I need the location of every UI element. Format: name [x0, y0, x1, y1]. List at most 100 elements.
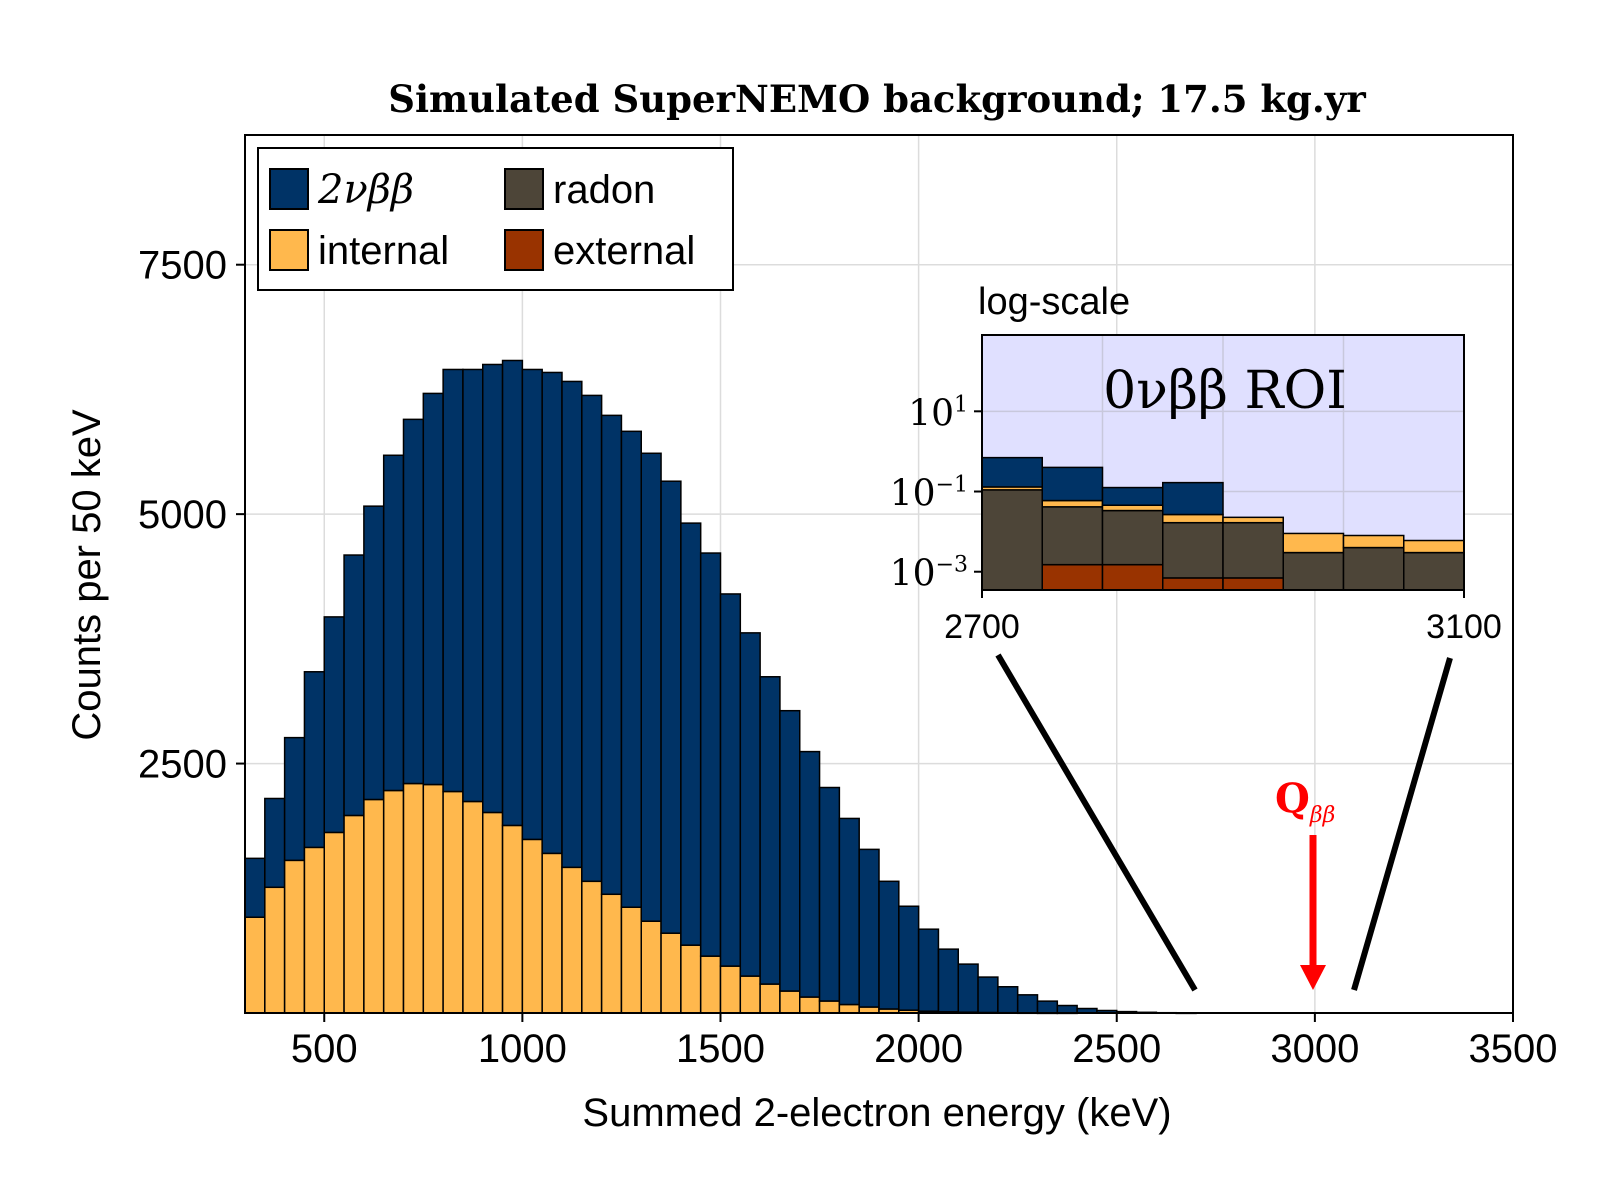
legend-label-external: external	[553, 229, 695, 273]
legend: 2νββ radon internal external	[257, 147, 734, 291]
inset-bar-radon-2700	[981, 489, 1043, 591]
inset-frame	[981, 334, 1465, 591]
bar-2νββ-1250	[620, 430, 642, 908]
inset-bar-internal-3050	[1403, 539, 1465, 554]
bar-2νββ-2150	[977, 976, 999, 1014]
bar-internal-800	[442, 790, 464, 1014]
legend-swatch-external	[504, 229, 544, 271]
inset-bar-internal-2950	[1282, 532, 1345, 554]
bar-2νββ-2250	[1016, 994, 1039, 1014]
bar-internal-700	[402, 782, 425, 1014]
inset-bar-internal-2900	[1222, 516, 1284, 524]
bar-internal-350	[264, 886, 286, 1014]
bar-2νββ-1800	[838, 817, 860, 1006]
chart-title: Simulated SuperNEMO background; 17.5 kg.…	[388, 77, 1366, 121]
bar-internal-1250	[620, 906, 642, 1014]
inset-bar-external-2850	[1162, 577, 1224, 591]
inset-bar-radon-2900	[1222, 521, 1284, 579]
bar-internal-1100	[561, 866, 583, 1014]
bar-2νββ-650	[382, 454, 405, 792]
inset-chart: log-scale 0νββ ROI 101 10−1 10−3 2700 3100	[890, 281, 1502, 646]
inset-bar-radon-2750	[1041, 506, 1104, 566]
bar-internal-1300	[640, 920, 662, 1014]
bar-2νββ-2050	[937, 948, 959, 1013]
bar-2νββ-2300	[1036, 1000, 1059, 1014]
bar-2νββ-1850	[858, 848, 880, 1008]
bar-2νββ-1950	[898, 905, 920, 1011]
bar-2νββ-1350	[660, 480, 682, 934]
inset-bar-external-2900	[1222, 577, 1284, 591]
y-tick-label-5000: 5000	[138, 493, 227, 537]
bar-internal-1600	[759, 983, 781, 1014]
bar-2νββ-800	[442, 368, 464, 793]
inset-bars	[981, 456, 1465, 591]
inset-bar-external-2750	[1041, 563, 1104, 591]
bar-2νββ-1550	[739, 632, 761, 977]
bar-2νββ-1050	[541, 371, 563, 855]
q-bb-label: Qββ	[1275, 775, 1335, 828]
bar-internal-1700	[799, 996, 821, 1014]
inset-y-tick-label: 101	[908, 392, 968, 434]
bar-internal-1400	[680, 944, 702, 1014]
inset-bar-radon-2850	[1162, 521, 1224, 579]
main-plot-frame	[244, 134, 1514, 1014]
bar-2νββ-750	[422, 392, 444, 786]
q-bb-arrow-head	[1300, 965, 1326, 990]
inset-bar-2νββ-2750	[1041, 466, 1104, 502]
bar-internal-850	[462, 800, 484, 1014]
zoom-line-left	[995, 653, 1198, 992]
bar-2νββ-1750	[818, 786, 841, 1002]
x-tick-label-1500: 1500	[676, 1027, 765, 1071]
bar-internal-1800	[838, 1003, 860, 1014]
legend-swatch-2vbb	[269, 168, 309, 210]
bar-2νββ-1400	[680, 522, 702, 946]
bar-internal-750	[422, 783, 444, 1014]
x-tick-label-500: 500	[291, 1027, 358, 1071]
inset-y-tick-label: 10−1	[890, 473, 968, 515]
bar-2νββ-1900	[878, 880, 900, 1010]
y-tick-label-7500: 7500	[138, 244, 227, 288]
bar-internal-650	[382, 789, 405, 1014]
bar-2νββ-1450	[699, 552, 722, 957]
bar-2νββ-500	[323, 616, 345, 834]
inset-title: log-scale	[978, 281, 1130, 323]
x-tick-label-2500: 2500	[1072, 1027, 1161, 1071]
x-tick-label-1000: 1000	[478, 1027, 567, 1071]
bar-2νββ-1150	[581, 394, 603, 883]
inset-x-tick-label: 3100	[1426, 608, 1502, 646]
legend-swatch-radon	[504, 168, 544, 210]
x-tick-label-2000: 2000	[874, 1027, 963, 1071]
bar-internal-550	[343, 814, 365, 1014]
inset-bar-radon-2800	[1101, 509, 1164, 566]
bar-2νββ-950	[501, 359, 524, 827]
inset-bar-2νββ-2800	[1101, 486, 1164, 506]
bar-internal-1450	[699, 955, 722, 1014]
bar-2νββ-450	[303, 671, 325, 849]
main-bars	[244, 359, 1197, 1015]
inset-x-tick-label: 2700	[944, 608, 1020, 646]
bar-internal-1650	[779, 990, 801, 1014]
inset-bar-internal-2850	[1162, 513, 1224, 524]
bar-internal-1350	[660, 932, 682, 1014]
bar-2νββ-350	[264, 797, 286, 889]
bar-2νββ-1650	[779, 709, 801, 992]
bar-2νββ-1100	[561, 380, 583, 869]
bar-2νββ-600	[363, 505, 385, 801]
legend-label-internal: internal	[318, 229, 449, 273]
bar-internal-600	[363, 798, 385, 1014]
bar-2νββ-1600	[759, 676, 781, 985]
y-tick-label-2500: 2500	[138, 743, 227, 787]
x-tick-label-3500: 3500	[1469, 1027, 1558, 1071]
bar-2νββ-2100	[957, 963, 979, 1013]
bar-2νββ-400	[283, 736, 306, 862]
bar-internal-1750	[818, 1000, 841, 1014]
bar-internal-500	[323, 831, 345, 1014]
legend-box	[257, 147, 734, 291]
inset-bar-external-2800	[1101, 563, 1164, 591]
bar-2νββ-1000	[521, 368, 543, 841]
bar-2νββ-1500	[719, 593, 742, 967]
bar-internal-1050	[541, 852, 563, 1014]
bar-2νββ-850	[462, 368, 484, 803]
inset-bar-2νββ-2700	[981, 456, 1043, 488]
